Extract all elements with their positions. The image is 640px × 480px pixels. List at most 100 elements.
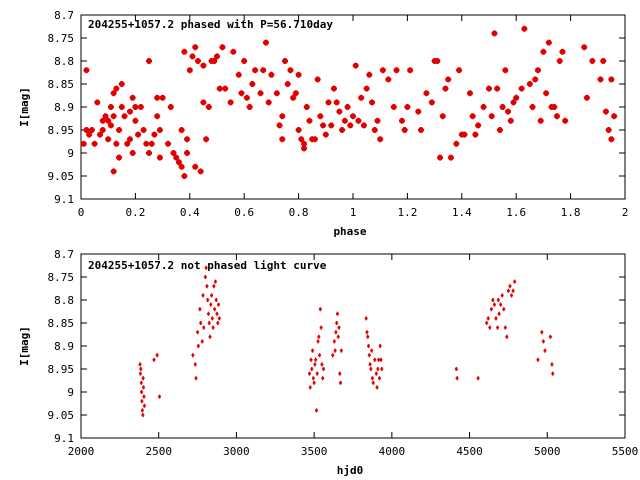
phased-data-point: [556, 58, 563, 64]
phased-data-point: [170, 150, 177, 156]
phased-data-point: [328, 122, 335, 129]
unphased-data-point: [312, 380, 316, 385]
phased-data-point: [219, 44, 226, 51]
phased-xtick-label: 0.2: [125, 206, 145, 219]
unphased-xtick-label: 3500: [301, 445, 328, 458]
phased-data-point: [581, 44, 588, 51]
phased-data-point: [88, 127, 95, 133]
phased-data-point: [311, 136, 318, 143]
phased-data-point: [554, 113, 560, 120]
phased-data-point: [83, 127, 90, 133]
phased-data-point: [480, 104, 487, 110]
phased-data-point: [456, 67, 463, 74]
phased-data-point: [428, 99, 435, 106]
phased-xtick-label: 1.2: [397, 206, 417, 219]
phased-data-point: [325, 99, 332, 106]
unphased-data-point: [550, 362, 554, 367]
unphased-data-point: [314, 357, 318, 362]
phased-data-point: [379, 67, 386, 74]
phased-data-point: [407, 67, 414, 74]
phased-data-point: [461, 131, 468, 138]
phased-data-point: [200, 62, 207, 69]
phased-data-point: [116, 154, 123, 161]
phased-data-point: [197, 168, 204, 175]
phased-ytick-label: 9.05: [48, 170, 75, 183]
unphased-ytick-label: 8.95: [48, 363, 75, 376]
phased-data-point: [352, 62, 359, 69]
unphased-data-point: [335, 321, 339, 325]
phased-ytick-label: 8.75: [48, 32, 75, 45]
phased-data-point: [466, 90, 473, 97]
phased-data-point: [385, 76, 392, 83]
unphased-data-point: [379, 357, 383, 362]
phased-data-point: [135, 131, 142, 138]
phased-data-point: [173, 154, 180, 161]
unphased-data-point: [215, 311, 219, 316]
phased-data-point: [589, 58, 596, 64]
phased-data-point: [80, 140, 87, 147]
phased-data-point: [186, 67, 193, 74]
phased-data-point: [235, 71, 242, 78]
unphased-data-point: [217, 316, 221, 321]
phased-data-point: [260, 67, 267, 74]
unphased-data-point: [336, 334, 340, 339]
phased-data-point: [178, 127, 185, 133]
phased-data-point: [499, 104, 506, 110]
phased-data-point: [102, 113, 109, 120]
phased-data-point: [99, 127, 106, 133]
unphased-plot-title: 204255+1057.2 not phased light curve: [88, 259, 327, 272]
unphased-data-point: [337, 325, 341, 330]
phased-data-point: [298, 136, 305, 143]
phased-data-point: [126, 108, 133, 115]
unphased-data-point: [309, 357, 313, 362]
phased-data-point: [126, 136, 133, 143]
unphased-data-point: [140, 408, 144, 413]
unphased-data-point: [207, 321, 211, 325]
phased-data-point: [243, 94, 250, 101]
phased-xtick-label: 1.8: [561, 206, 581, 219]
unphased-data-point: [334, 330, 338, 335]
phased-data-point: [252, 67, 259, 74]
unphased-data-point: [139, 380, 143, 385]
phased-xtick-label: 1.4: [452, 206, 472, 219]
phased-data-point: [475, 122, 482, 129]
unphased-data-point: [491, 298, 495, 302]
unphased-data-point: [543, 348, 547, 353]
phased-plot-title: 204255+1057.2 phased with P=56.710day: [88, 18, 333, 31]
unphased-data-point: [315, 371, 319, 376]
unphased-data-point: [332, 339, 336, 344]
phased-data-point: [132, 117, 139, 124]
phased-data-point: [513, 94, 520, 101]
unphased-data-point: [548, 334, 552, 339]
phased-data-point: [107, 122, 114, 129]
unphased-data-point: [500, 293, 504, 298]
phased-data-point: [314, 76, 321, 83]
unphased-data-point: [370, 376, 374, 381]
unphased-data-point: [208, 334, 212, 339]
phased-ytick-label: 8.95: [48, 124, 75, 137]
unphased-data-point: [311, 376, 315, 381]
unphased-ytick-label: 8.9: [54, 340, 74, 353]
phased-data-point: [540, 48, 547, 55]
phased-data-point: [518, 85, 525, 92]
phased-data-point: [203, 136, 210, 143]
phased-data-point: [333, 99, 340, 106]
unphased-data-point: [365, 330, 369, 335]
phased-data-point: [551, 104, 558, 110]
phased-data-point: [116, 127, 123, 133]
phased-data-point: [249, 81, 256, 87]
phased-data-point: [292, 90, 299, 97]
unphased-ytick-label: 8.7: [54, 248, 74, 261]
unphased-data-point: [196, 330, 200, 335]
unphased-data-point: [311, 348, 315, 353]
unphased-data-point: [142, 394, 146, 399]
unphased-data-point: [370, 348, 374, 353]
unphased-data-point: [364, 316, 368, 321]
phased-data-point: [453, 140, 460, 147]
phased-plot: 204255+1057.2 phased with P=56.710day ph…: [18, 9, 628, 238]
unphased-data-point: [141, 413, 145, 417]
phased-data-point: [279, 113, 286, 120]
unphased-data-point: [497, 311, 501, 316]
unphased-data-point: [206, 311, 210, 316]
unphased-data-point: [193, 362, 197, 367]
